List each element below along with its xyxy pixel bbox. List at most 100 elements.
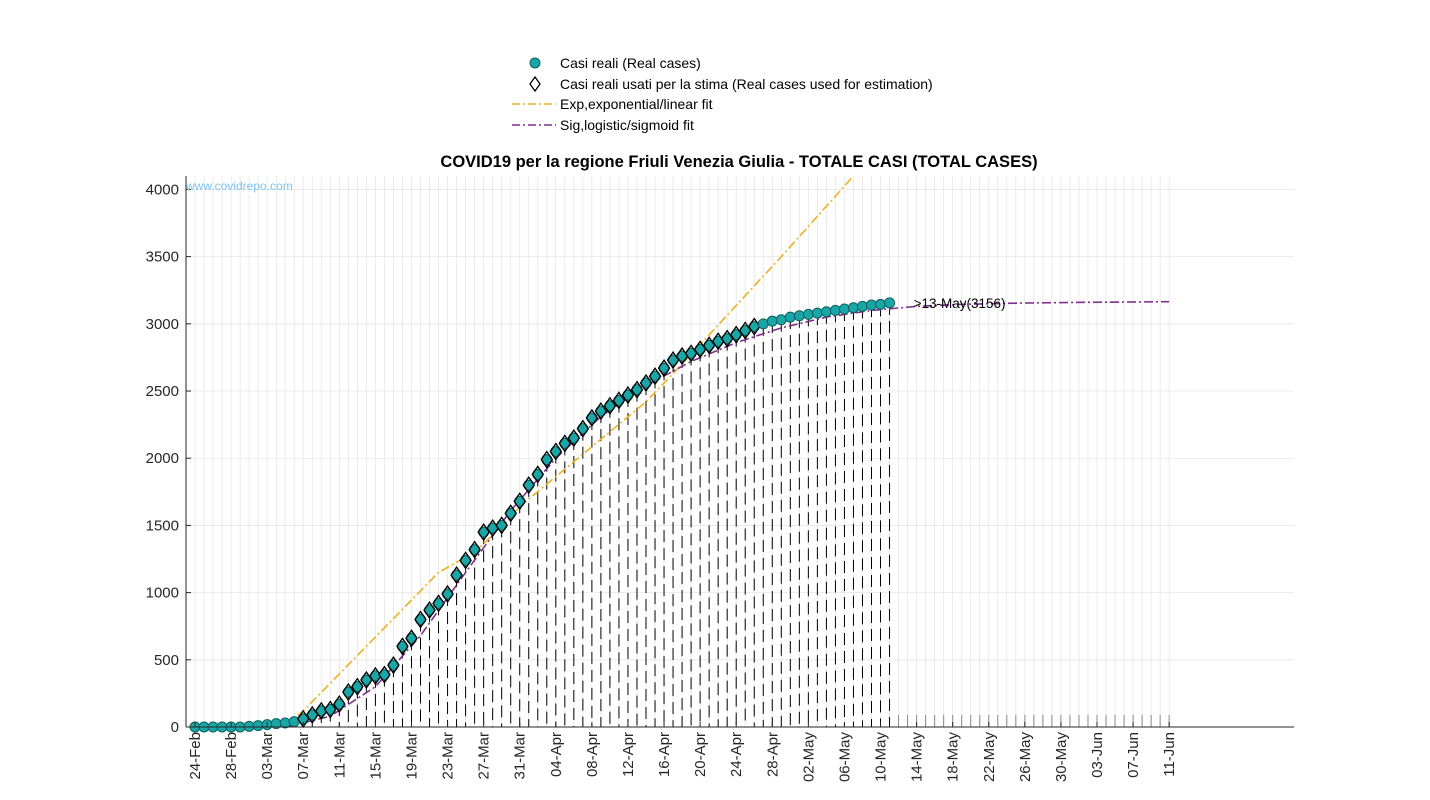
x-tick-label: 23-Mar bbox=[440, 732, 457, 780]
x-tick-label: 27-Mar bbox=[476, 732, 493, 780]
real-case-point bbox=[820, 306, 832, 318]
estimation-point bbox=[441, 584, 454, 604]
x-tick-label: 14-May bbox=[909, 732, 926, 783]
x-tick-label: 30-May bbox=[1053, 732, 1070, 783]
tick-labels: 0 500 1000 1500 2000 2500 3000 3500 4000 24-Feb 28… bbox=[146, 181, 1179, 782]
real-case-point bbox=[243, 720, 255, 732]
x-tick-label: 07-Mar bbox=[295, 732, 312, 780]
real-case-point bbox=[784, 311, 796, 323]
real-case-point bbox=[866, 299, 877, 311]
real-case-point bbox=[856, 300, 868, 312]
watermark: www.covidrepo.com bbox=[185, 179, 293, 193]
legend-label-used: Casi reali usati per la stima (Real case… bbox=[560, 76, 933, 92]
estimation-point bbox=[423, 600, 436, 620]
real-case-point bbox=[884, 297, 896, 309]
real-case-point bbox=[811, 307, 823, 319]
estimation-point bbox=[666, 350, 680, 370]
estimation-point bbox=[459, 551, 472, 570]
estimation-point bbox=[585, 408, 599, 428]
legend-circle-marker bbox=[529, 57, 541, 69]
estimation-point bbox=[540, 450, 554, 469]
estimation-point bbox=[504, 504, 517, 523]
x-tick-label: 24-Apr bbox=[728, 732, 745, 777]
estimation-point bbox=[594, 402, 608, 421]
estimation-point bbox=[693, 340, 707, 359]
estimation-point bbox=[387, 656, 400, 675]
estimation-point bbox=[612, 391, 626, 410]
x-tick-label: 06-May bbox=[836, 732, 853, 783]
y-tick-label: 4000 bbox=[146, 181, 179, 198]
x-tick-label: 10-May bbox=[873, 732, 890, 783]
x-tick-label: 31-Mar bbox=[512, 732, 529, 780]
y-tick-label: 1000 bbox=[146, 585, 179, 602]
x-tick-label: 18-May bbox=[945, 732, 962, 783]
real-case-point bbox=[847, 302, 859, 314]
estimation-point bbox=[630, 380, 644, 399]
real-case-point bbox=[757, 318, 769, 330]
real-case-point bbox=[838, 303, 850, 315]
estimation-point bbox=[567, 428, 581, 448]
x-tick-label: 03-Jun bbox=[1089, 732, 1106, 778]
x-tick-label: 07-Jun bbox=[1125, 732, 1142, 778]
estimation-point bbox=[405, 629, 418, 648]
x-tick-label: 16-Apr bbox=[656, 732, 673, 777]
estimation-point bbox=[305, 705, 319, 725]
y-tick-label: 1500 bbox=[146, 517, 179, 534]
y-tick-label: 3500 bbox=[146, 249, 179, 266]
axes bbox=[185, 176, 1294, 728]
real-case-point bbox=[793, 310, 805, 322]
real-case-point bbox=[279, 717, 291, 729]
estimation-point bbox=[342, 682, 355, 702]
x-tick-label: 02-May bbox=[800, 732, 817, 783]
estimation-point bbox=[414, 610, 427, 629]
estimation-point bbox=[333, 695, 346, 714]
estimation-point bbox=[648, 367, 662, 386]
x-tick-label: 28-Apr bbox=[764, 732, 781, 777]
annotation-label: >13-May(3156) bbox=[914, 296, 1006, 311]
sig-fit-line bbox=[285, 300, 1170, 728]
x-tick-label: 03-Mar bbox=[259, 732, 276, 780]
estimation-point bbox=[522, 475, 536, 495]
legend-label-sig: Sig,logistic/sigmoid fit bbox=[560, 117, 694, 133]
estimation-point bbox=[657, 359, 671, 378]
x-tick-label: 24-Feb bbox=[187, 732, 204, 780]
estimation-point bbox=[558, 434, 572, 453]
real-case-point bbox=[766, 315, 778, 327]
x-tick-label: 28-Feb bbox=[223, 732, 240, 780]
estimation-point bbox=[360, 670, 373, 690]
estimation-point bbox=[576, 419, 590, 438]
x-tick-label: 19-Mar bbox=[403, 732, 420, 780]
y-tick-label: 3000 bbox=[146, 316, 179, 333]
x-tick-label: 08-Apr bbox=[584, 732, 601, 777]
estimation-point bbox=[324, 700, 337, 719]
estimation-point bbox=[729, 325, 743, 344]
x-tick-label: 11-Mar bbox=[331, 732, 348, 778]
real-case-point bbox=[775, 314, 787, 326]
estimation-point bbox=[468, 540, 481, 559]
estimation-point bbox=[639, 373, 653, 393]
legend: Casi reali (Real cases) Casi reali usati… bbox=[512, 55, 933, 133]
estimation-point bbox=[603, 396, 617, 415]
data-points bbox=[189, 297, 896, 733]
estimation-point bbox=[513, 492, 527, 511]
grid bbox=[186, 176, 1294, 728]
y-tick-label: 0 bbox=[171, 719, 179, 736]
legend-label-real: Casi reali (Real cases) bbox=[560, 55, 701, 71]
exp-fit-line bbox=[284, 175, 855, 728]
estimation-point bbox=[450, 565, 463, 585]
x-tick-label: 11-Jun bbox=[1161, 732, 1178, 777]
estimation-point bbox=[378, 665, 391, 684]
x-tick-label: 26-May bbox=[1017, 732, 1034, 783]
y-tick-label: 2000 bbox=[146, 450, 179, 467]
estimation-point bbox=[621, 385, 635, 405]
estimation-point bbox=[702, 336, 716, 355]
real-case-point bbox=[252, 720, 264, 732]
estimation-point bbox=[549, 442, 563, 461]
y-tick-label: 2500 bbox=[146, 383, 179, 400]
estimation-point bbox=[396, 637, 409, 656]
fit-lines bbox=[284, 175, 1170, 728]
real-case-point bbox=[875, 298, 887, 310]
real-case-point bbox=[829, 304, 841, 316]
y-tick-label: 500 bbox=[154, 652, 179, 669]
